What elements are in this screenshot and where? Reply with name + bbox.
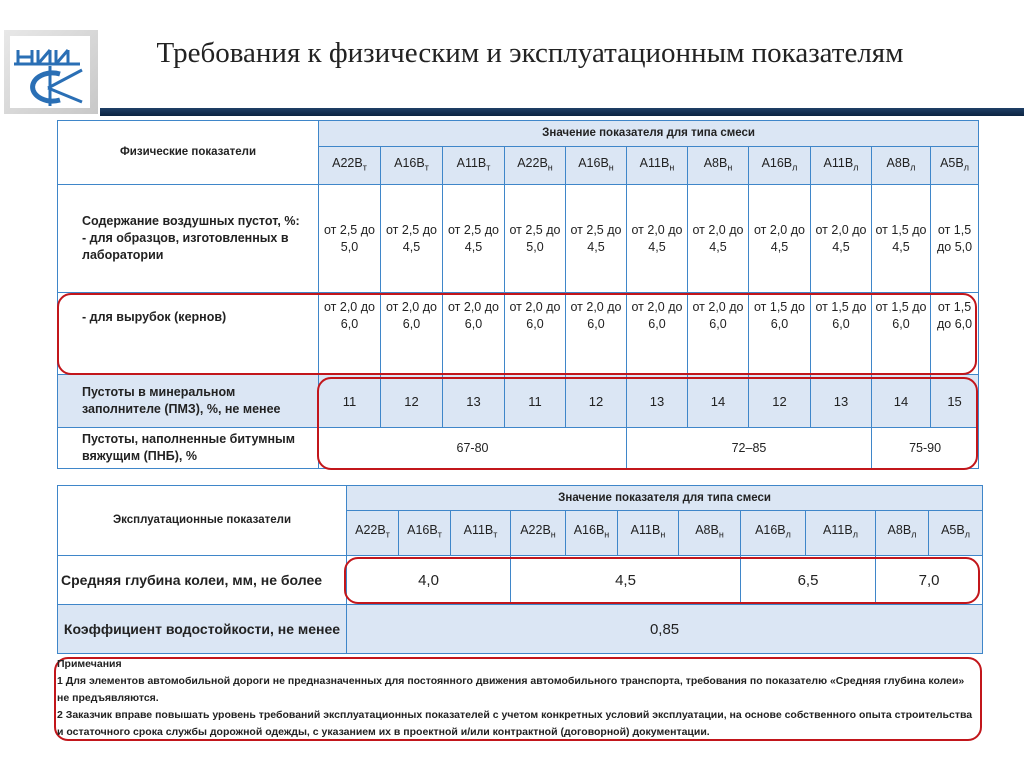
mix-type-header: А22Вт [318,146,381,185]
vma-value: 14 [871,374,931,428]
lab-value: от 1,5 до 5,0 [929,184,980,293]
highlight-rut [344,557,980,604]
notes: Примечания 1 Для элементов автомобильной… [57,656,977,741]
vma-value: 12 [565,374,627,428]
vfb-value: 72–85 [626,427,872,469]
air-voids-label: Содержание воздушных пустот, %: - для обр… [57,184,319,293]
mix-type-header: А16Вл [748,146,811,185]
mix-type-header: А22Вн [510,510,566,556]
mix-type-header: А11Вт [450,510,511,556]
vma-value: 13 [810,374,872,428]
core-value: от 2,0 до 6,0 [504,292,566,375]
notes-heading: Примечания [57,658,122,670]
mix-type-header: А11Вн [617,510,679,556]
mix-type-header: А16Вт [380,146,443,185]
highlight-notes [54,657,982,741]
highlight-core [57,293,977,375]
water-value: 0,85 [345,604,984,654]
lab-value: от 2,5 до 4,5 [565,184,627,293]
lab-value: от 2,5 до 5,0 [318,184,381,293]
water-label: Коэффициент водостойкости, не менее [57,604,347,654]
highlight-voids [317,377,978,470]
mix-type-header: А5Вл [929,146,980,185]
rut-value: 7,0 [874,555,984,605]
mix-type-header: А16Вн [565,146,627,185]
row-header: Физические показатели [57,120,319,185]
logo [4,30,98,114]
lab-value: от 1,5 до 4,5 [871,184,931,293]
lab-value: от 2,5 до 5,0 [504,184,566,293]
rut-value: 4,5 [510,555,741,605]
mix-type-header: А5Вл [927,510,984,556]
lab-value: от 2,5 до 4,5 [380,184,443,293]
rut-label: Средняя глубина колеи, мм, не более [57,555,347,605]
vfb-value: 75-90 [870,427,980,469]
core-value: от 2,0 до 6,0 [442,292,505,375]
note-item: 2 Заказчик вправе повышать уровень требо… [57,709,973,738]
mix-type-header: А11Вл [810,146,872,185]
mix-type-header: А8Вн [687,146,749,185]
mix-type-header: А16Вн [565,510,618,556]
note-item: 1 Для элементов автомобильной дороги не … [57,675,965,704]
core-value: от 1,5 до 6,0 [748,292,811,375]
row-header: Эксплуатационные показатели [57,485,347,556]
group-header: Значение показателя для типа смеси [317,120,980,147]
lab-value: от 2,0 до 4,5 [687,184,749,293]
lab-value: от 2,0 до 4,5 [626,184,688,293]
rut-value: 4,0 [346,555,511,605]
lab-value: от 2,0 до 4,5 [810,184,872,293]
mix-type-header: А8Вл [875,510,929,556]
mix-type-header: А8Вн [678,510,741,556]
vfb-value: 67-80 [318,427,627,469]
vma-value: 13 [442,374,505,428]
title-divider [100,108,1024,116]
mix-type-header: А16Вт [398,510,451,556]
mix-type-header: А22Вт [346,510,399,556]
page-title: Требования к физическим и эксплуатационн… [156,37,904,69]
vma-value: 12 [748,374,811,428]
vfb-label: Пустоты, наполненные битумным вяжущим (П… [57,427,319,469]
mix-type-header: А11Вт [442,146,505,185]
operational-table: Эксплуатационные показатели Значение пока… [57,485,984,654]
lab-value: от 2,5 до 4,5 [442,184,505,293]
core-value: от 2,0 до 6,0 [565,292,627,375]
mix-type-header: А8Вл [871,146,931,185]
group-header: Значение показателя для типа смеси [345,485,984,511]
vma-value: 11 [504,374,566,428]
mix-type-header: А11Вн [626,146,688,185]
core-value: от 1,5 до 6,0 [810,292,872,375]
lab-value: от 2,0 до 4,5 [748,184,811,293]
physical-table: Физические показатели Значение показателя… [57,120,980,469]
core-value: от 1,5 до 6,0 [871,292,931,375]
mix-type-header: А16Вл [740,510,806,556]
mix-type-header: А11Вл [805,510,876,556]
vma-label: Пустоты в минеральном заполнителе (ПМЗ),… [57,374,319,428]
mix-type-header: А22Вн [504,146,566,185]
